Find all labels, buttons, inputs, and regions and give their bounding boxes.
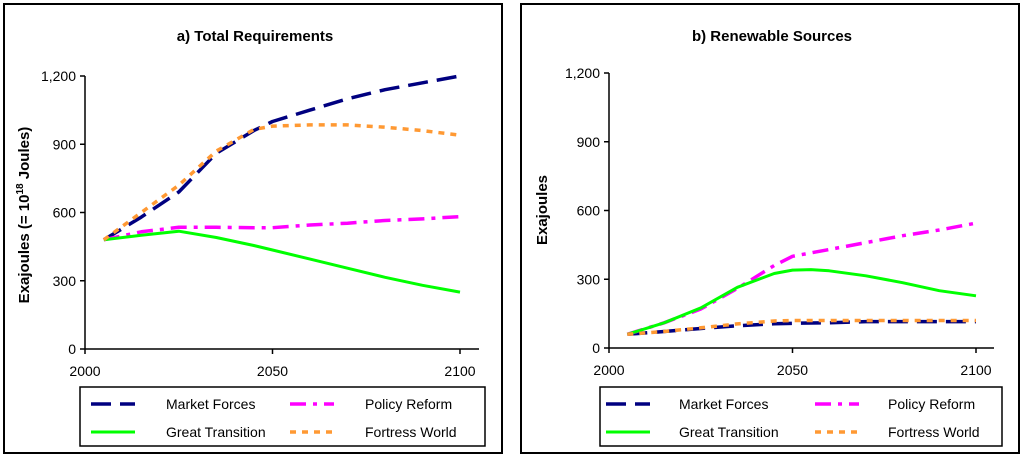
x-tick-label: 2050 xyxy=(777,362,808,378)
chart-panel-a: a) Total Requirements 0 300 600 900 1,200 2000… xyxy=(3,3,503,454)
chart-b-svg: b) Renewable Sources 0 300 600 900 1,200 2000 2… xyxy=(534,28,1003,447)
y-tick-label: 900 xyxy=(53,136,77,152)
legend-box xyxy=(79,386,486,447)
legend-label: Policy Reform xyxy=(365,396,452,412)
y-tick-label: 300 xyxy=(53,273,77,289)
y-tick-label: 0 xyxy=(592,340,600,356)
y-axis-label: Exajoules xyxy=(534,175,551,245)
legend-label: Policy Reform xyxy=(888,396,975,412)
x-tick-label: 2100 xyxy=(960,362,991,378)
legend-label: Great Transition xyxy=(166,424,266,440)
y-tick-label: 600 xyxy=(577,203,601,219)
y-axis-label: Exajoules (= 1018 Joules) xyxy=(15,127,33,304)
x-tick-label: 2100 xyxy=(444,363,475,379)
chart-a-svg: a) Total Requirements 0 300 600 900 1,200 2000… xyxy=(15,28,486,447)
series-line-fortress-world xyxy=(627,318,976,337)
y-tick-label: 1,200 xyxy=(565,65,600,81)
chart-title: b) Renewable Sources xyxy=(692,28,852,45)
y-tick-label: 1,200 xyxy=(41,68,76,84)
series-line-great-transition xyxy=(626,268,977,336)
series-line-fortress-world xyxy=(102,123,461,242)
series-line-policy-reform xyxy=(103,214,461,242)
legend-box xyxy=(599,386,1003,447)
legend-label: Market Forces xyxy=(679,396,768,412)
series-line-market-forces xyxy=(627,319,976,337)
y-axis-label-superscript: 18 xyxy=(15,183,26,195)
series-line-great-transition xyxy=(103,229,461,294)
chart-title: a) Total Requirements xyxy=(177,28,333,45)
legend-label: Market Forces xyxy=(166,396,255,412)
y-tick-label: 0 xyxy=(68,341,76,357)
x-tick-label: 2000 xyxy=(69,363,100,379)
y-tick-label: 900 xyxy=(577,134,601,150)
y-axis-label-suffix: Joules) xyxy=(16,127,33,184)
series-line-market-forces xyxy=(102,74,461,242)
x-tick-label: 2000 xyxy=(593,362,624,378)
y-axis-label-text: Exajoules (= 10 xyxy=(16,195,33,304)
y-axis-label-text: Exajoules xyxy=(534,175,551,245)
x-tick-label: 2050 xyxy=(257,363,288,379)
chart-panel-b: b) Renewable Sources 0 300 600 900 1,200 2000 2… xyxy=(520,3,1020,454)
y-tick-label: 300 xyxy=(577,271,601,287)
legend-label: Fortress World xyxy=(365,424,457,440)
legend-label: Great Transition xyxy=(679,424,779,440)
y-tick-label: 600 xyxy=(53,205,77,221)
series-line-policy-reform xyxy=(626,221,977,336)
legend-label: Fortress World xyxy=(888,424,980,440)
